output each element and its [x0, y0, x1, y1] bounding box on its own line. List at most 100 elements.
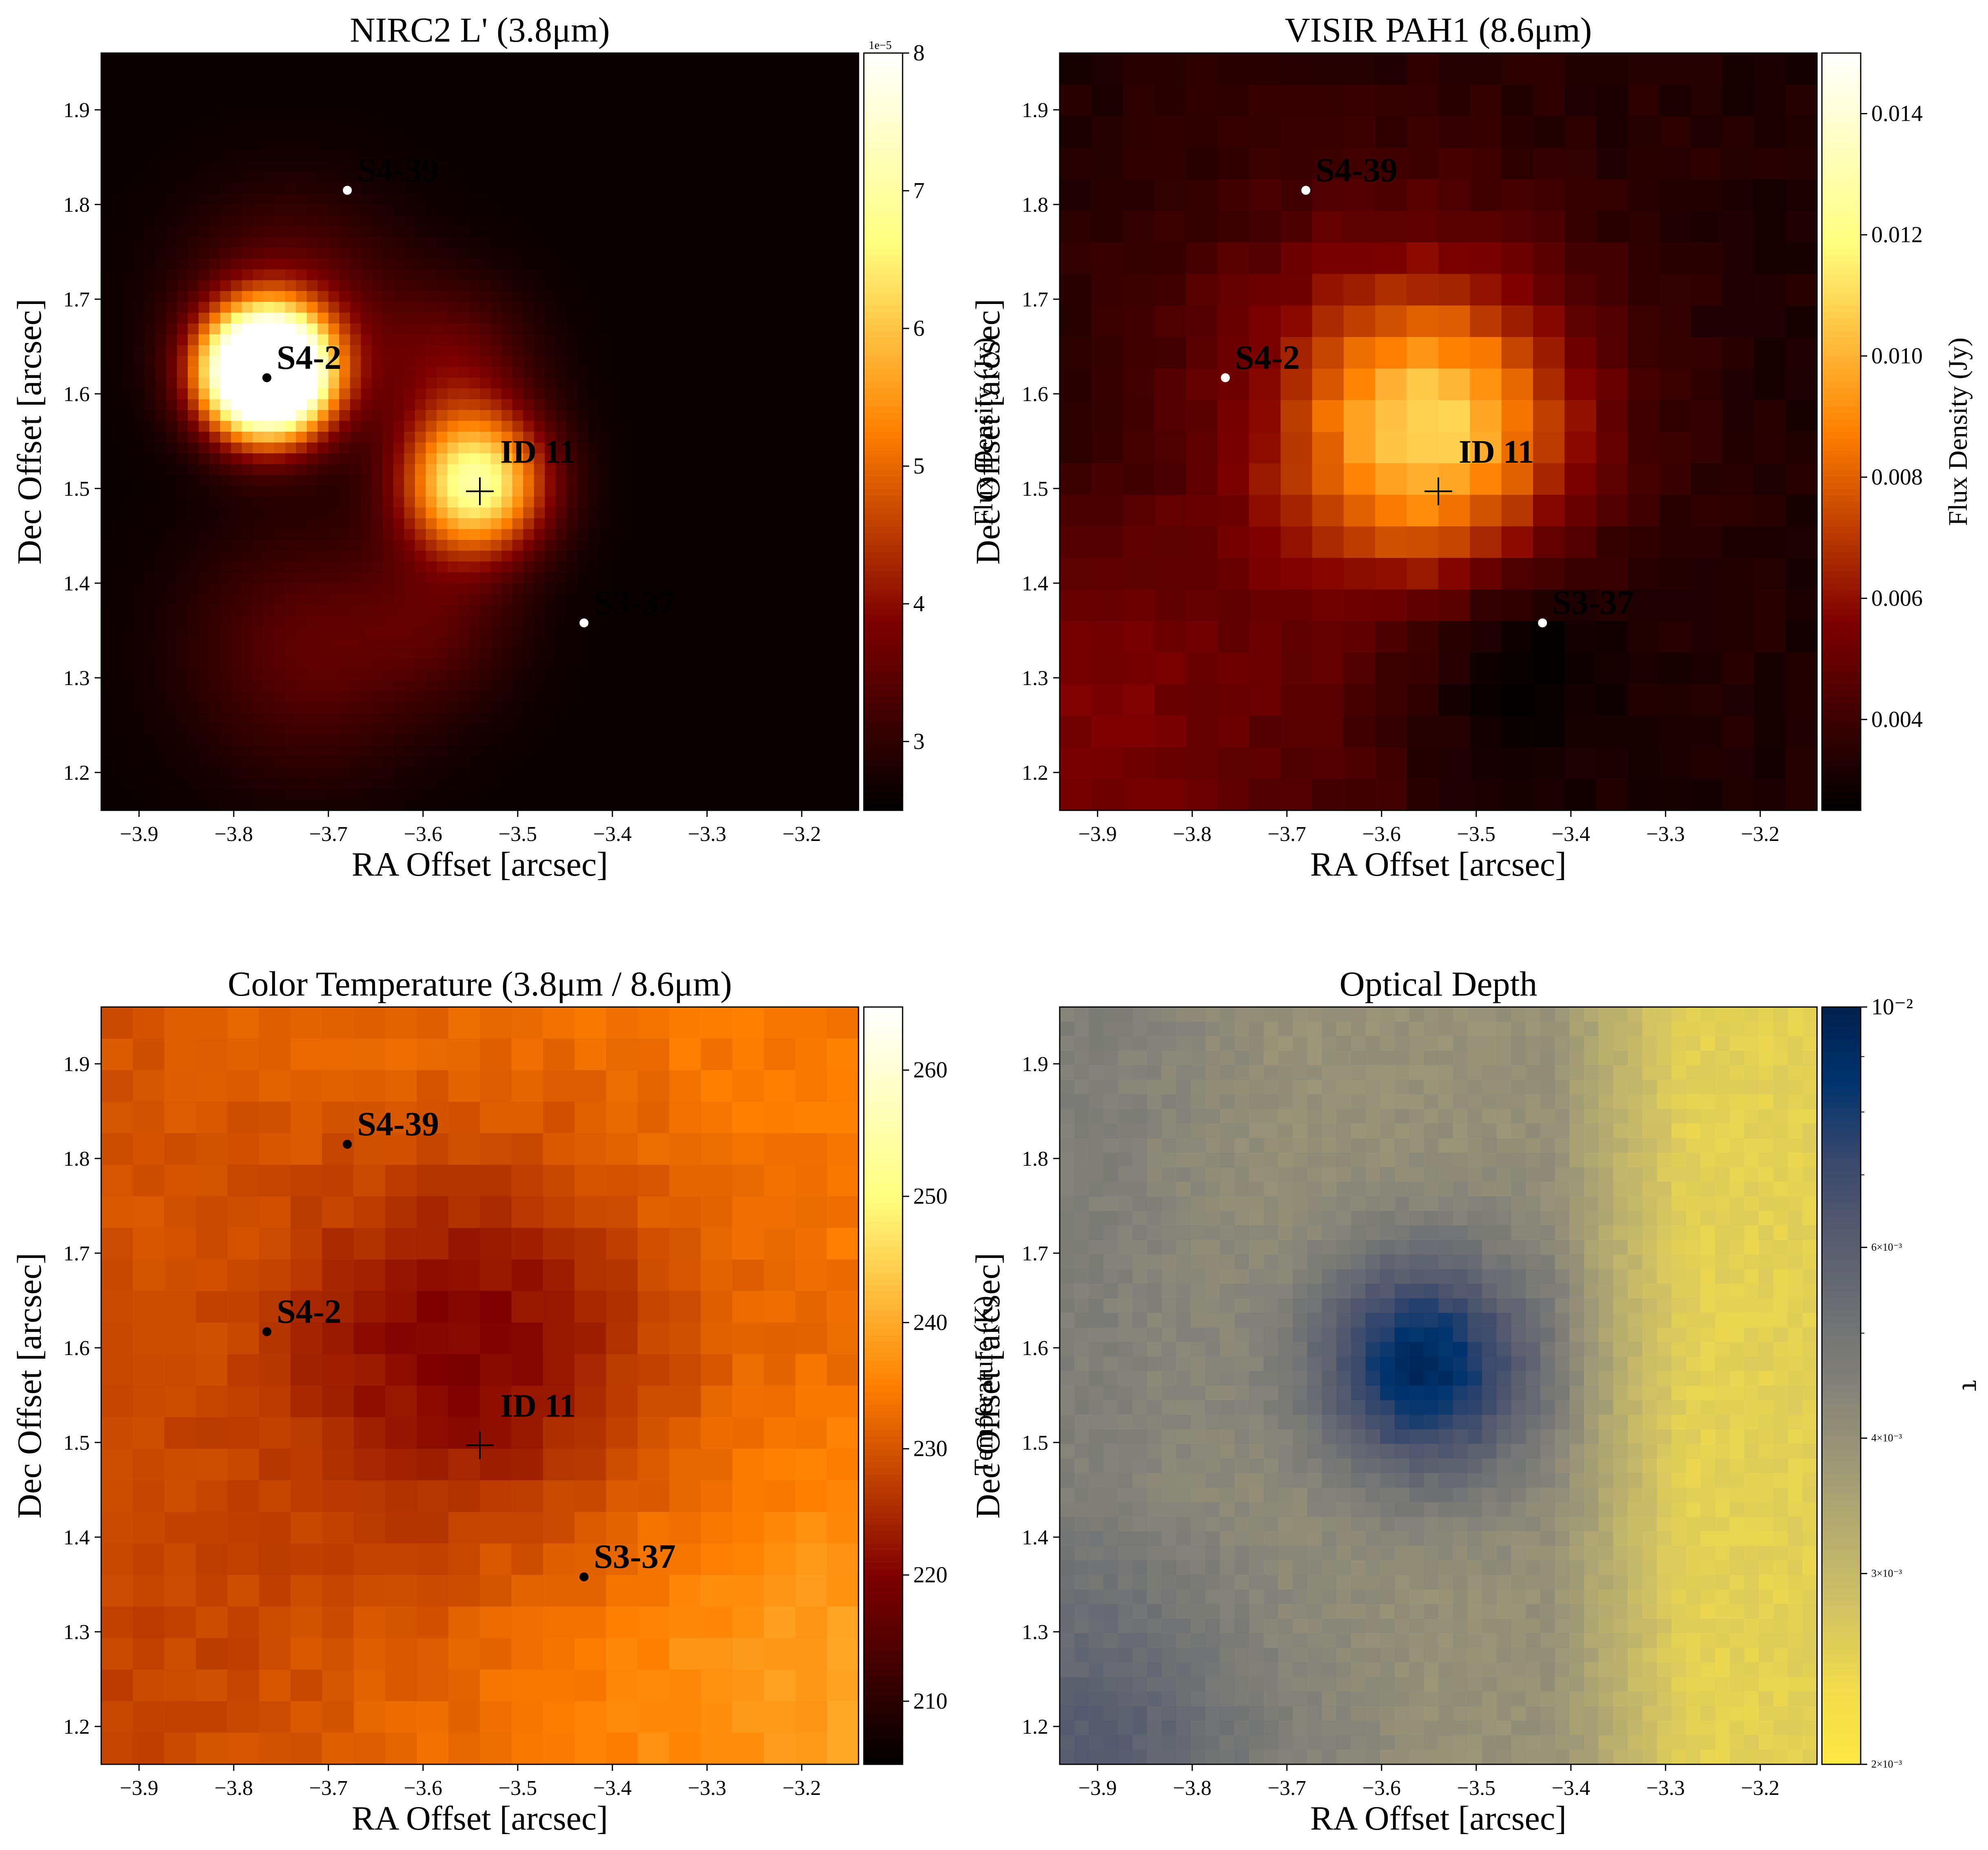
- heatmap-cell: [166, 486, 178, 497]
- heatmap-cell: [545, 215, 556, 227]
- heatmap-cell: [101, 53, 113, 64]
- heatmap-cell: [263, 215, 275, 227]
- heatmap-cell: [469, 788, 480, 800]
- heatmap-cell: [848, 659, 859, 670]
- heatmap-cell: [220, 561, 231, 573]
- heatmap-cell: [393, 291, 405, 302]
- heatmap-cell: [415, 648, 426, 659]
- heatmap-cell: [728, 464, 740, 475]
- heatmap-cell: [371, 788, 383, 800]
- heatmap-cell: [793, 150, 805, 162]
- heatmap-cell: [501, 313, 513, 324]
- heatmap-cell: [447, 183, 459, 194]
- heatmap-cell: [642, 670, 654, 681]
- heatmap-cell: [469, 734, 480, 746]
- heatmap-cell: [620, 183, 632, 194]
- heatmap-cell: [296, 302, 307, 313]
- heatmap-cell: [512, 237, 524, 248]
- heatmap-cell: [177, 799, 188, 810]
- heatmap-cell: [198, 745, 210, 757]
- heatmap-cell: [166, 313, 178, 324]
- heatmap-cell: [285, 345, 297, 357]
- heatmap-cell: [447, 323, 459, 335]
- heatmap-cell: [285, 734, 297, 746]
- heatmap-cell: [772, 366, 783, 378]
- heatmap-cell: [339, 323, 351, 335]
- heatmap-cell: [328, 767, 340, 779]
- heatmap-cell: [112, 615, 123, 627]
- heatmap-cell: [382, 248, 394, 259]
- heatmap-cell: [750, 713, 762, 724]
- colorbar-segment: [864, 526, 903, 533]
- heatmap-cell: [663, 464, 675, 475]
- heatmap-cell: [836, 129, 848, 140]
- heatmap-cell: [674, 723, 686, 735]
- heatmap-cell: [458, 377, 470, 389]
- heatmap-cell: [404, 280, 415, 292]
- heatmap-cell: [274, 605, 286, 616]
- heatmap-cell: [133, 313, 145, 324]
- heatmap-cell: [209, 659, 221, 670]
- heatmap-cell: [382, 356, 394, 367]
- heatmap-cell: [155, 594, 166, 606]
- heatmap-cell: [198, 691, 210, 703]
- heatmap-cell: [620, 302, 632, 313]
- heatmap-cell: [339, 594, 351, 606]
- heatmap-cell: [328, 432, 340, 443]
- heatmap-cell: [144, 518, 156, 530]
- heatmap-cell: [188, 518, 199, 530]
- heatmap-cell: [382, 561, 394, 573]
- heatmap-cell: [848, 475, 859, 486]
- heatmap-cell: [447, 356, 459, 367]
- heatmap-cell: [750, 518, 762, 530]
- heatmap-cell: [815, 85, 827, 97]
- heatmap-cell: [101, 432, 113, 443]
- heatmap-cell: [674, 540, 686, 551]
- heatmap-cell: [393, 140, 405, 151]
- heatmap-cell: [728, 713, 740, 724]
- heatmap-cell: [101, 421, 113, 432]
- heatmap-cell: [610, 680, 621, 692]
- heatmap-cell: [653, 118, 664, 129]
- heatmap-cell: [653, 594, 664, 606]
- heatmap-cell: [826, 172, 837, 183]
- heatmap-cell: [469, 529, 480, 540]
- heatmap-cell: [296, 356, 307, 367]
- heatmap-cell: [555, 410, 567, 421]
- heatmap-cell: [328, 226, 340, 237]
- heatmap-cell: [469, 129, 480, 140]
- heatmap-cell: [155, 226, 166, 237]
- heatmap-cell: [728, 680, 740, 692]
- heatmap-cell: [523, 161, 535, 173]
- heatmap-cell: [555, 659, 567, 670]
- heatmap-cell: [415, 140, 426, 151]
- heatmap-cell: [750, 107, 762, 118]
- heatmap-cell: [490, 313, 502, 324]
- heatmap-cell: [112, 670, 123, 681]
- heatmap-cell: [555, 550, 567, 562]
- heatmap-cell: [458, 767, 470, 779]
- heatmap-cell: [631, 172, 643, 183]
- heatmap-cell: [610, 269, 621, 281]
- heatmap-cell: [653, 713, 664, 724]
- heatmap-cell: [728, 745, 740, 757]
- heatmap-cell: [642, 561, 654, 573]
- heatmap-cell: [101, 248, 113, 259]
- heatmap-cell: [198, 507, 210, 519]
- heatmap-cell: [350, 734, 362, 746]
- heatmap-cell: [426, 518, 437, 530]
- heatmap-cell: [242, 626, 253, 638]
- heatmap-cell: [144, 118, 156, 129]
- heatmap-cell: [469, 313, 480, 324]
- heatmap-cell: [599, 172, 610, 183]
- heatmap-cell: [296, 702, 307, 714]
- heatmap-cell: [674, 345, 686, 357]
- heatmap-cell: [512, 702, 524, 714]
- heatmap-cell: [642, 399, 654, 410]
- heatmap-cell: [599, 313, 610, 324]
- heatmap-cell: [523, 193, 535, 205]
- heatmap-cell: [285, 670, 297, 681]
- heatmap-cell: [350, 150, 362, 162]
- heatmap-cell: [188, 345, 199, 357]
- heatmap-cell: [739, 215, 751, 227]
